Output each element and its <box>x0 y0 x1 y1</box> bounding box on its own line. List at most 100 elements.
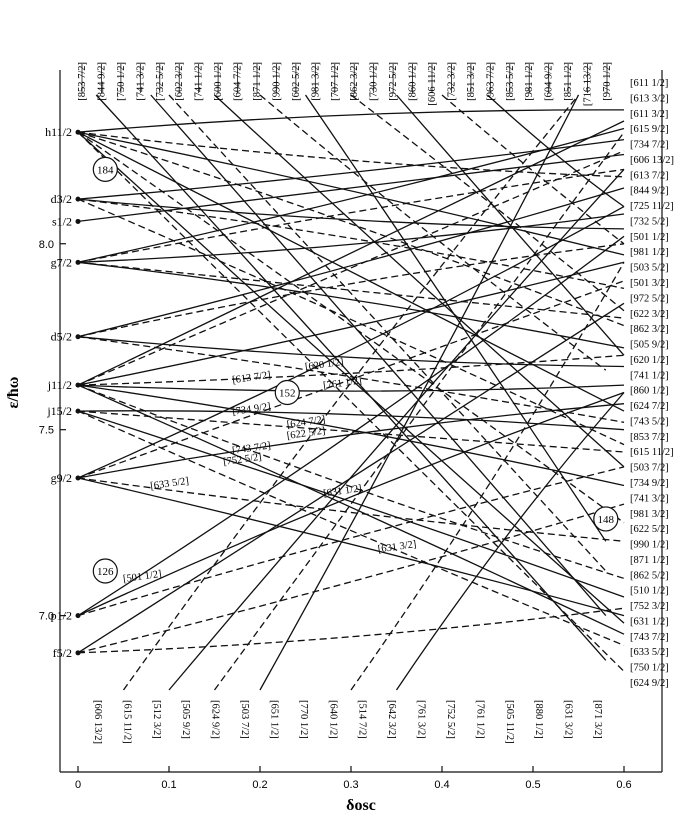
right-orbital-label: [613 7/2] <box>630 170 669 181</box>
level-curve <box>78 187 625 338</box>
right-orbital-label: [613 3/2] <box>630 93 669 104</box>
right-orbital-label: [611 1/2] <box>630 78 668 89</box>
right-orbital-label: [743 7/2] <box>630 632 669 643</box>
level-curve <box>78 168 625 263</box>
right-orbital-label: [862 5/2] <box>630 570 669 581</box>
right-orbital-label: [981 3/2] <box>630 509 669 520</box>
magic-number-label: 126 <box>97 566 114 578</box>
spherical-level-label: d3/2 <box>51 192 72 206</box>
level-curve <box>78 477 625 542</box>
level-curve <box>259 94 580 691</box>
bottom-orbital-label: [651 1/2] <box>269 700 280 739</box>
level-curve <box>78 261 625 319</box>
level-curve <box>78 198 625 230</box>
top-orbital-label: [862 3/2] <box>349 62 360 101</box>
spherical-level-label: g7/2 <box>51 255 72 269</box>
level-curve <box>395 392 625 691</box>
spherical-level-node <box>75 259 81 265</box>
level-curve <box>78 384 625 487</box>
bottom-orbital-label: [631 3/2] <box>563 700 574 739</box>
top-orbital-label: [972 5/2] <box>388 62 399 101</box>
y-tick-label: 7.0 <box>39 611 54 623</box>
right-orbital-label: [606 13/2] <box>630 155 674 166</box>
spherical-level-node <box>75 408 81 414</box>
top-orbital-label: [604 7/2] <box>233 62 244 101</box>
level-curve <box>78 109 625 133</box>
level-curve <box>78 131 625 524</box>
x-axis-title: δosc <box>346 797 376 814</box>
right-orbital-label: [611 3/2] <box>630 109 668 120</box>
level-curve <box>78 120 625 386</box>
level-curve <box>168 94 607 572</box>
top-orbital-label: [604 9/2] <box>544 62 555 101</box>
right-orbital-label: [501 1/2] <box>630 232 669 243</box>
top-orbital-label: [853 7/2] <box>77 62 88 101</box>
right-orbital-label: [505 9/2] <box>630 340 669 351</box>
top-orbital-label: [602 5/2] <box>291 62 302 101</box>
inner-orbital-label: [613 7/2] <box>232 370 272 386</box>
top-orbital-label: [853 5/2] <box>505 62 516 101</box>
level-curve <box>95 94 607 661</box>
right-orbital-label: [990 1/2] <box>630 540 669 551</box>
level-curve <box>78 131 625 178</box>
level-curve <box>78 153 625 223</box>
right-orbital-label: [624 7/2] <box>630 401 669 412</box>
right-orbital-label: [853 7/2] <box>630 432 669 443</box>
y-tick-label: 8.0 <box>39 239 54 251</box>
magic-number-label: 148 <box>598 514 615 526</box>
right-orbital-label: [615 11/2] <box>630 447 674 458</box>
bottom-orbital-label: [640 1/2] <box>327 700 338 739</box>
spherical-level-label: g9/2 <box>51 471 72 485</box>
level-curve <box>350 94 625 312</box>
level-curve <box>78 213 625 263</box>
spherical-level-node <box>75 475 81 481</box>
right-orbital-label: [752 3/2] <box>630 601 669 612</box>
bottom-orbital-label: [770 1/2] <box>298 700 309 739</box>
bottom-orbital-label: [615 11/2] <box>121 700 132 744</box>
level-curve <box>78 131 625 412</box>
spherical-level-label: d5/2 <box>51 330 72 344</box>
level-curve <box>78 607 625 654</box>
level-curve <box>304 94 607 542</box>
right-orbital-label: [622 5/2] <box>630 524 669 535</box>
right-orbital-label: [622 3/2] <box>630 309 669 320</box>
magic-number-label: 152 <box>279 388 296 400</box>
inner-orbital-label: [633 5/2] <box>150 476 190 492</box>
level-curve <box>350 261 625 691</box>
right-orbital-label: [633 5/2] <box>630 647 669 658</box>
bottom-orbital-label: [752 5/2] <box>445 700 456 739</box>
spherical-level-node <box>75 196 81 202</box>
spherical-level-node <box>75 218 81 224</box>
bottom-orbital-label: [642 3/2] <box>386 700 397 739</box>
level-curve <box>78 243 625 338</box>
level-curve <box>168 168 625 691</box>
bottom-orbital-label: [761 3/2] <box>416 700 427 739</box>
right-orbital-label: [862 3/2] <box>630 324 669 335</box>
right-orbital-label: [972 5/2] <box>630 293 669 304</box>
top-orbital-label: [981 3/2] <box>310 62 321 101</box>
right-orbital-label: [734 7/2] <box>630 140 669 151</box>
inner-orbital-label: [624 7/2] <box>286 415 326 431</box>
bottom-orbital-label: [505 11/2] <box>504 700 515 744</box>
level-curve <box>78 198 625 290</box>
magic-number-label: 184 <box>97 164 114 176</box>
magic-number-circle <box>92 156 118 182</box>
level-curve <box>78 384 625 635</box>
level-curve <box>78 261 625 349</box>
orbital-labels: h11/2 d3/2 s1/2 g7/2 d5/2 j11/2 j15/2 g9/2 p1/2 f… <box>45 62 674 744</box>
level-curve <box>78 131 625 624</box>
bottom-orbital-label: [514 7/2] <box>357 700 368 739</box>
level-curve <box>78 336 625 423</box>
level-curve <box>78 261 625 386</box>
top-orbital-label: [741 1/2] <box>194 62 205 101</box>
right-orbital-label: [501 3/2] <box>630 278 669 289</box>
x-tick-label: 0 <box>75 779 81 791</box>
y-tick-label: 7.5 <box>39 425 54 437</box>
bottom-orbital-label: [512 3/2] <box>151 700 162 739</box>
level-curve <box>78 410 625 598</box>
right-orbital-label: [734 9/2] <box>630 478 669 489</box>
level-curve <box>213 131 625 691</box>
inner-orbital-label: [752 5/2] <box>222 452 262 468</box>
right-orbital-label: [981 1/2] <box>630 247 669 258</box>
